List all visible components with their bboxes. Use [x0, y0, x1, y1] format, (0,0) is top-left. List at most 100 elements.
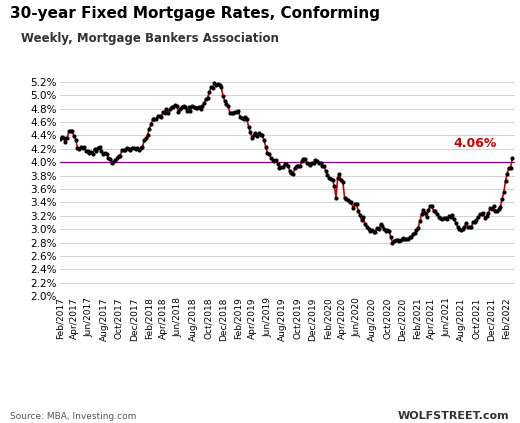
- Point: [459, 226, 467, 233]
- Point: [128, 145, 136, 151]
- Point: [145, 125, 153, 132]
- Point: [73, 144, 82, 151]
- Point: [64, 128, 73, 135]
- Point: [359, 214, 368, 220]
- Point: [277, 164, 285, 170]
- Point: [390, 237, 398, 244]
- Point: [438, 216, 446, 222]
- Point: [469, 219, 477, 226]
- Point: [121, 146, 129, 153]
- Point: [135, 146, 143, 153]
- Point: [118, 147, 126, 154]
- Point: [106, 156, 114, 162]
- Point: [430, 208, 438, 214]
- Point: [315, 159, 323, 166]
- Point: [488, 206, 496, 212]
- Point: [84, 148, 92, 154]
- Point: [505, 164, 513, 171]
- Point: [309, 159, 318, 166]
- Point: [313, 157, 321, 164]
- Point: [210, 80, 218, 87]
- Point: [291, 164, 299, 171]
- Point: [209, 85, 217, 91]
- Point: [395, 237, 404, 244]
- Point: [301, 156, 309, 162]
- Text: WOLFSTREET.com: WOLFSTREET.com: [398, 411, 510, 421]
- Point: [232, 109, 241, 115]
- Point: [275, 164, 283, 171]
- Point: [174, 109, 183, 115]
- Point: [109, 159, 118, 166]
- Point: [419, 207, 427, 214]
- Point: [503, 170, 511, 177]
- Point: [111, 157, 119, 164]
- Point: [96, 143, 104, 150]
- Point: [195, 103, 203, 110]
- Point: [335, 171, 344, 178]
- Point: [306, 162, 315, 168]
- Point: [152, 115, 160, 122]
- Point: [292, 162, 301, 169]
- Point: [411, 229, 419, 236]
- Point: [472, 217, 480, 223]
- Point: [284, 163, 292, 170]
- Point: [63, 135, 71, 142]
- Point: [433, 211, 441, 218]
- Point: [354, 208, 362, 214]
- Point: [154, 113, 162, 119]
- Point: [123, 144, 131, 151]
- Point: [164, 110, 172, 117]
- Point: [142, 135, 150, 142]
- Point: [236, 113, 244, 120]
- Point: [197, 105, 205, 112]
- Point: [329, 177, 337, 184]
- Point: [79, 144, 87, 151]
- Point: [455, 225, 463, 232]
- Point: [350, 201, 359, 208]
- Point: [414, 225, 422, 231]
- Point: [495, 206, 503, 212]
- Point: [120, 147, 128, 154]
- Point: [300, 156, 308, 162]
- Point: [304, 161, 313, 168]
- Point: [212, 82, 220, 89]
- Point: [366, 227, 374, 234]
- Point: [222, 101, 230, 107]
- Point: [397, 236, 405, 243]
- Text: 30-year Fixed Mortgage Rates, Conforming: 30-year Fixed Mortgage Rates, Conforming: [10, 6, 381, 21]
- Point: [75, 146, 83, 152]
- Point: [185, 103, 193, 110]
- Point: [380, 225, 388, 232]
- Point: [296, 163, 304, 170]
- Point: [72, 136, 80, 143]
- Point: [347, 199, 356, 206]
- Point: [407, 234, 415, 241]
- Point: [345, 199, 354, 206]
- Point: [440, 214, 448, 221]
- Point: [426, 202, 434, 209]
- Point: [157, 113, 165, 120]
- Point: [67, 128, 75, 135]
- Point: [80, 143, 88, 150]
- Point: [457, 226, 465, 233]
- Point: [137, 144, 145, 151]
- Point: [349, 205, 357, 212]
- Point: [321, 168, 330, 174]
- Point: [386, 234, 395, 241]
- Point: [263, 149, 271, 156]
- Point: [508, 155, 516, 162]
- Point: [431, 208, 439, 214]
- Point: [159, 109, 167, 115]
- Point: [147, 121, 155, 127]
- Point: [353, 201, 361, 208]
- Point: [171, 102, 179, 108]
- Point: [155, 113, 164, 119]
- Point: [325, 174, 333, 181]
- Point: [279, 164, 287, 170]
- Point: [90, 146, 99, 152]
- Point: [61, 139, 70, 146]
- Point: [56, 135, 64, 142]
- Point: [200, 100, 209, 107]
- Point: [60, 135, 68, 142]
- Point: [253, 133, 262, 140]
